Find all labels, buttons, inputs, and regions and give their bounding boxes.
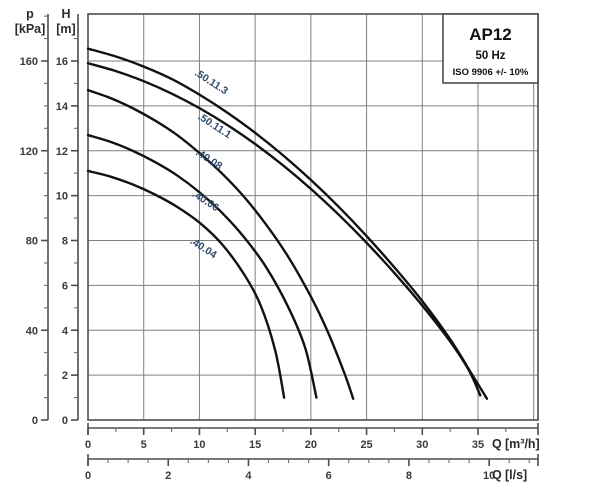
flow-m3h-tick-label: 25 [360,439,372,451]
curve-group [86,47,489,400]
pressure-axis-tick-label: 0 [32,415,38,427]
flow-ls-tick-label: 2 [165,470,171,482]
plot-frame [87,13,539,421]
performance-curve [86,62,482,397]
flow-ls-tick-label: 4 [245,470,252,482]
pressure-axis-tick-label: 160 [20,56,38,68]
flow-ls-tick-label: 0 [85,470,91,482]
pressure-axis-tick-label: 120 [20,146,38,158]
flow-m3h-tick-label: 5 [141,439,147,451]
head-axis-tick-label: 4 [62,325,69,337]
flow-m3h-axis: 0 5 10 15 20 25 30 35 Q [m³/h] [85,423,540,451]
head-axis-tick-label: 10 [56,191,68,203]
flow-ls-tick-label: 8 [406,470,412,482]
flow-m3h-tick-label: 0 [85,439,91,451]
title-box-standard: ISO 9906 +/- 10% [453,67,529,78]
title-box: AP12 50 Hz ISO 9906 +/- 10% [442,13,539,84]
flow-ls-axis-unit: [l/s] [505,468,527,482]
title-box-frame [442,13,539,84]
pressure-axis-tick-label: 40 [26,325,38,337]
performance-curve [86,88,355,400]
head-axis-name: H [61,7,70,21]
head-axis-tick-label: 14 [56,101,69,113]
pressure-axis: 0 40 80 120 160 p[kPa] [15,7,49,427]
pressure-axis-tick-label: 80 [26,236,38,248]
flow-m3h-tick-label: 35 [472,439,484,451]
head-axis-tick-label: 2 [62,370,68,382]
performance-curve [86,169,286,399]
flow-m3h-tick-label: 20 [305,439,317,451]
head-axis: 0 2 4 6 8 10 12 14 16 H[m] [56,7,79,427]
flow-m3h-tick-label: 30 [416,439,428,451]
flow-ls-tick-label: 6 [326,470,332,482]
flow-ls-tick-label: 10 [483,470,495,482]
head-axis-tick-label: 16 [56,56,68,68]
flow-m3h-axis-name: Q [492,437,502,451]
title-box-frequency: 50 Hz [475,50,505,62]
head-axis-tick-label: 12 [56,146,68,158]
flow-ls-axis-name: Q [492,468,502,482]
flow-m3h-tick-label: 15 [249,439,261,451]
flow-m3h-axis-unit: [m³/h] [505,437,540,451]
performance-curve [86,133,318,399]
head-axis-tick-label: 8 [62,236,68,248]
flow-m3h-tick-label: 10 [193,439,205,451]
flow-ls-axis: 0 2 4 6 8 10Q [l/s] [85,454,539,482]
pressure-axis-name: p [26,7,34,21]
performance-curve [86,47,489,400]
head-axis-tick-label: 6 [62,280,68,292]
head-axis-tick-label: 0 [62,415,68,427]
head-axis-unit: [m] [56,22,75,36]
pressure-axis-unit: [kPa] [15,22,46,36]
title-box-model: AP12 [469,25,512,44]
